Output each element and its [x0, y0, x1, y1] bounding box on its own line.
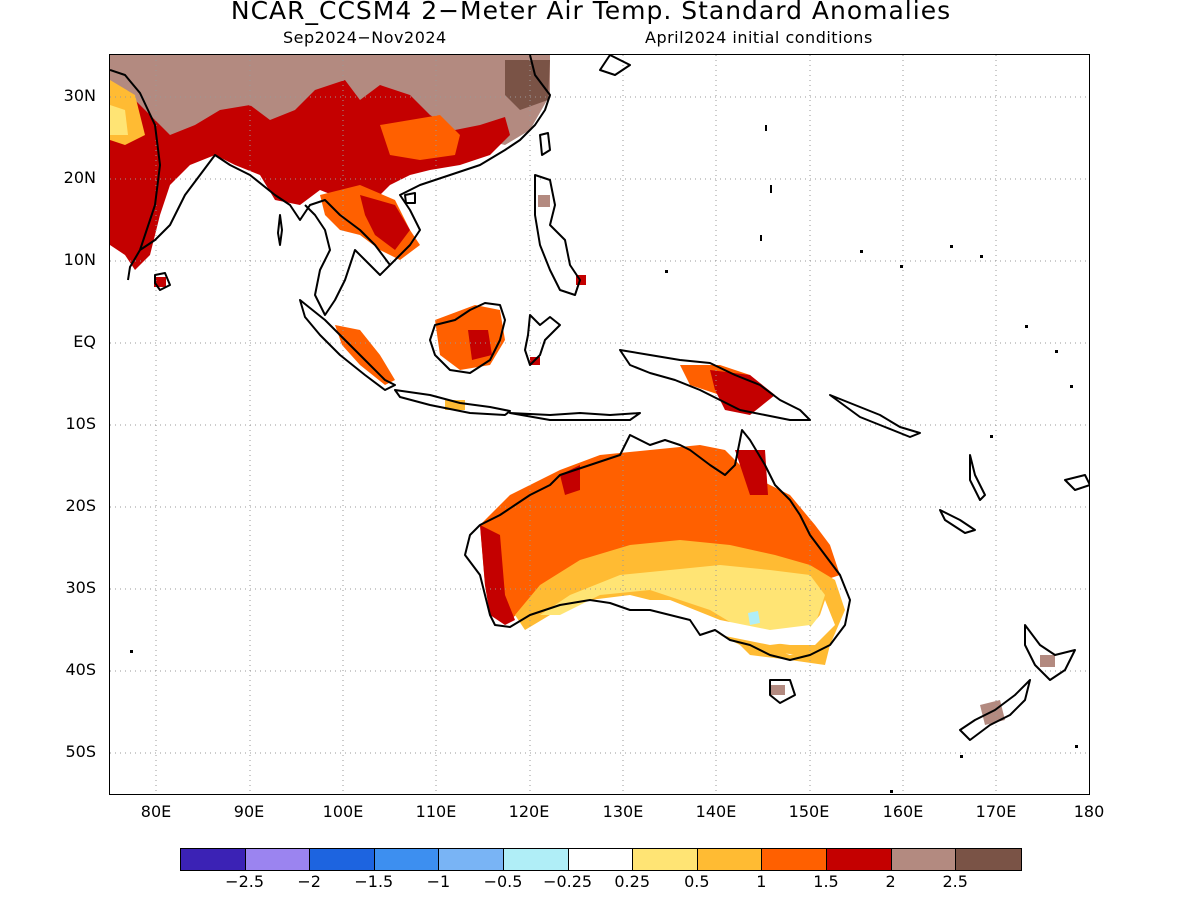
- legend-tick-label: −1: [426, 872, 451, 891]
- lon-label-100e: 100E: [322, 802, 364, 821]
- coast-asia: [110, 55, 551, 316]
- lat-label-30n: 30N: [63, 86, 96, 105]
- coast-fiji: [1064, 474, 1089, 491]
- lon-label-150e: 150E: [788, 802, 830, 821]
- legend-swatch-5: [503, 849, 569, 870]
- region-australia-west-red: [480, 525, 515, 625]
- legend-swatch-1: [245, 849, 311, 870]
- region-southern-china-orange: [380, 115, 460, 160]
- color-legend: [180, 848, 1022, 871]
- lon-label-130e: 130E: [602, 802, 644, 821]
- coast-solomon: [829, 394, 921, 438]
- coast-sri-lanka: [154, 272, 171, 291]
- coast-sulawesi: [524, 314, 561, 366]
- legend-swatch-10: [826, 849, 892, 870]
- coast-new-zealand-north: [1024, 624, 1076, 681]
- coast-andaman: [277, 214, 283, 246]
- legend-tick-label: 0.5: [684, 872, 710, 891]
- lat-label-40s: 40S: [65, 660, 96, 679]
- region-nz-north: [1040, 655, 1055, 667]
- legend-tick-label: −2: [297, 872, 321, 891]
- region-australia-blue-spot: [748, 611, 760, 625]
- lat-label-10n: 10N: [63, 250, 96, 269]
- coast-japan: [599, 55, 631, 76]
- lat-label-50s: 50S: [65, 742, 96, 761]
- region-borneo-red: [468, 330, 492, 360]
- coast-australia: [464, 429, 851, 661]
- legend-swatch-3: [374, 849, 440, 870]
- legend-swatch-8: [697, 849, 763, 870]
- lon-label-170e: 170E: [975, 802, 1017, 821]
- region-new-guinea-red: [710, 370, 775, 415]
- lon-label-120e: 120E: [508, 802, 550, 821]
- region-australia-northeast-red: [735, 450, 768, 495]
- forecast-period: Sep2024−Nov2024: [283, 28, 447, 47]
- legend-tick-label: −1.5: [354, 872, 394, 891]
- legend-tick-label: −0.5: [483, 872, 523, 891]
- map-canvas: [110, 55, 1089, 794]
- lat-label-10s: 10S: [65, 414, 96, 433]
- map-title: NCAR_CCSM4 2−Meter Air Temp. Standard An…: [230, 0, 952, 25]
- legend-tick-label: −0.25: [543, 872, 593, 891]
- lon-label-80e: 80E: [140, 802, 172, 821]
- lon-label-140e: 140E: [695, 802, 737, 821]
- coast-new-caledonia: [939, 509, 976, 534]
- legend-tick-label: 1.5: [813, 872, 839, 891]
- initial-conditions: April2024 initial conditions: [645, 28, 873, 47]
- coast-new-zealand-south: [959, 679, 1031, 741]
- lon-label-90e: 90E: [233, 802, 265, 821]
- coast-vanuatu: [969, 454, 986, 501]
- coast-taiwan: [539, 132, 551, 156]
- graticule: [110, 55, 1089, 794]
- legend-swatch-11: [891, 849, 957, 870]
- region-india-west-lightyellow: [110, 105, 128, 135]
- region-indochina-red: [360, 195, 410, 250]
- anomaly-shading: [110, 55, 1055, 725]
- legend-tick-label: −2.5: [225, 872, 265, 891]
- legend-swatch-4: [439, 849, 504, 870]
- region-australia-southeast: [730, 635, 830, 665]
- legend-swatch-2: [310, 849, 375, 870]
- region-philippines: [538, 195, 550, 207]
- legend-swatch-7: [633, 849, 698, 870]
- legend-tick-label: 0.25: [614, 872, 650, 891]
- legend-swatch-0: [181, 849, 246, 870]
- lat-label-20n: 20N: [63, 168, 96, 187]
- coast-philippines: [534, 174, 581, 296]
- lat-label-20s: 20S: [65, 496, 96, 515]
- lon-label-160e: 160E: [882, 802, 924, 821]
- coastlines: [110, 55, 1089, 741]
- region-australia-south-interior: [560, 600, 810, 645]
- legend-swatch-9: [762, 849, 827, 870]
- coast-hainan: [404, 192, 416, 204]
- legend-tick-label: 2: [885, 872, 896, 891]
- region-tasmania: [770, 685, 785, 695]
- lat-label-eq: EQ: [73, 332, 96, 351]
- coast-lesser-sunda: [509, 412, 641, 421]
- legend-swatch-6: [568, 849, 634, 870]
- island-dots: [130, 125, 1078, 793]
- region-eastern-china-dark: [505, 60, 550, 110]
- legend-swatch-12: [956, 849, 1021, 870]
- coast-sumatra: [299, 299, 396, 391]
- coast-borneo: [429, 302, 506, 374]
- coast-java: [394, 389, 511, 416]
- region-sumatra: [335, 325, 395, 385]
- anomaly-map: [109, 54, 1090, 795]
- region-nz-south: [980, 700, 1005, 725]
- lon-label-110e: 110E: [415, 802, 457, 821]
- legend-tick-label: 2.5: [942, 872, 968, 891]
- lon-label-180: 180: [1073, 802, 1105, 821]
- legend-tick-label: 1: [756, 872, 767, 891]
- coast-new-guinea: [619, 349, 811, 421]
- coast-tasmania: [769, 679, 796, 704]
- lat-label-30s: 30S: [65, 578, 96, 597]
